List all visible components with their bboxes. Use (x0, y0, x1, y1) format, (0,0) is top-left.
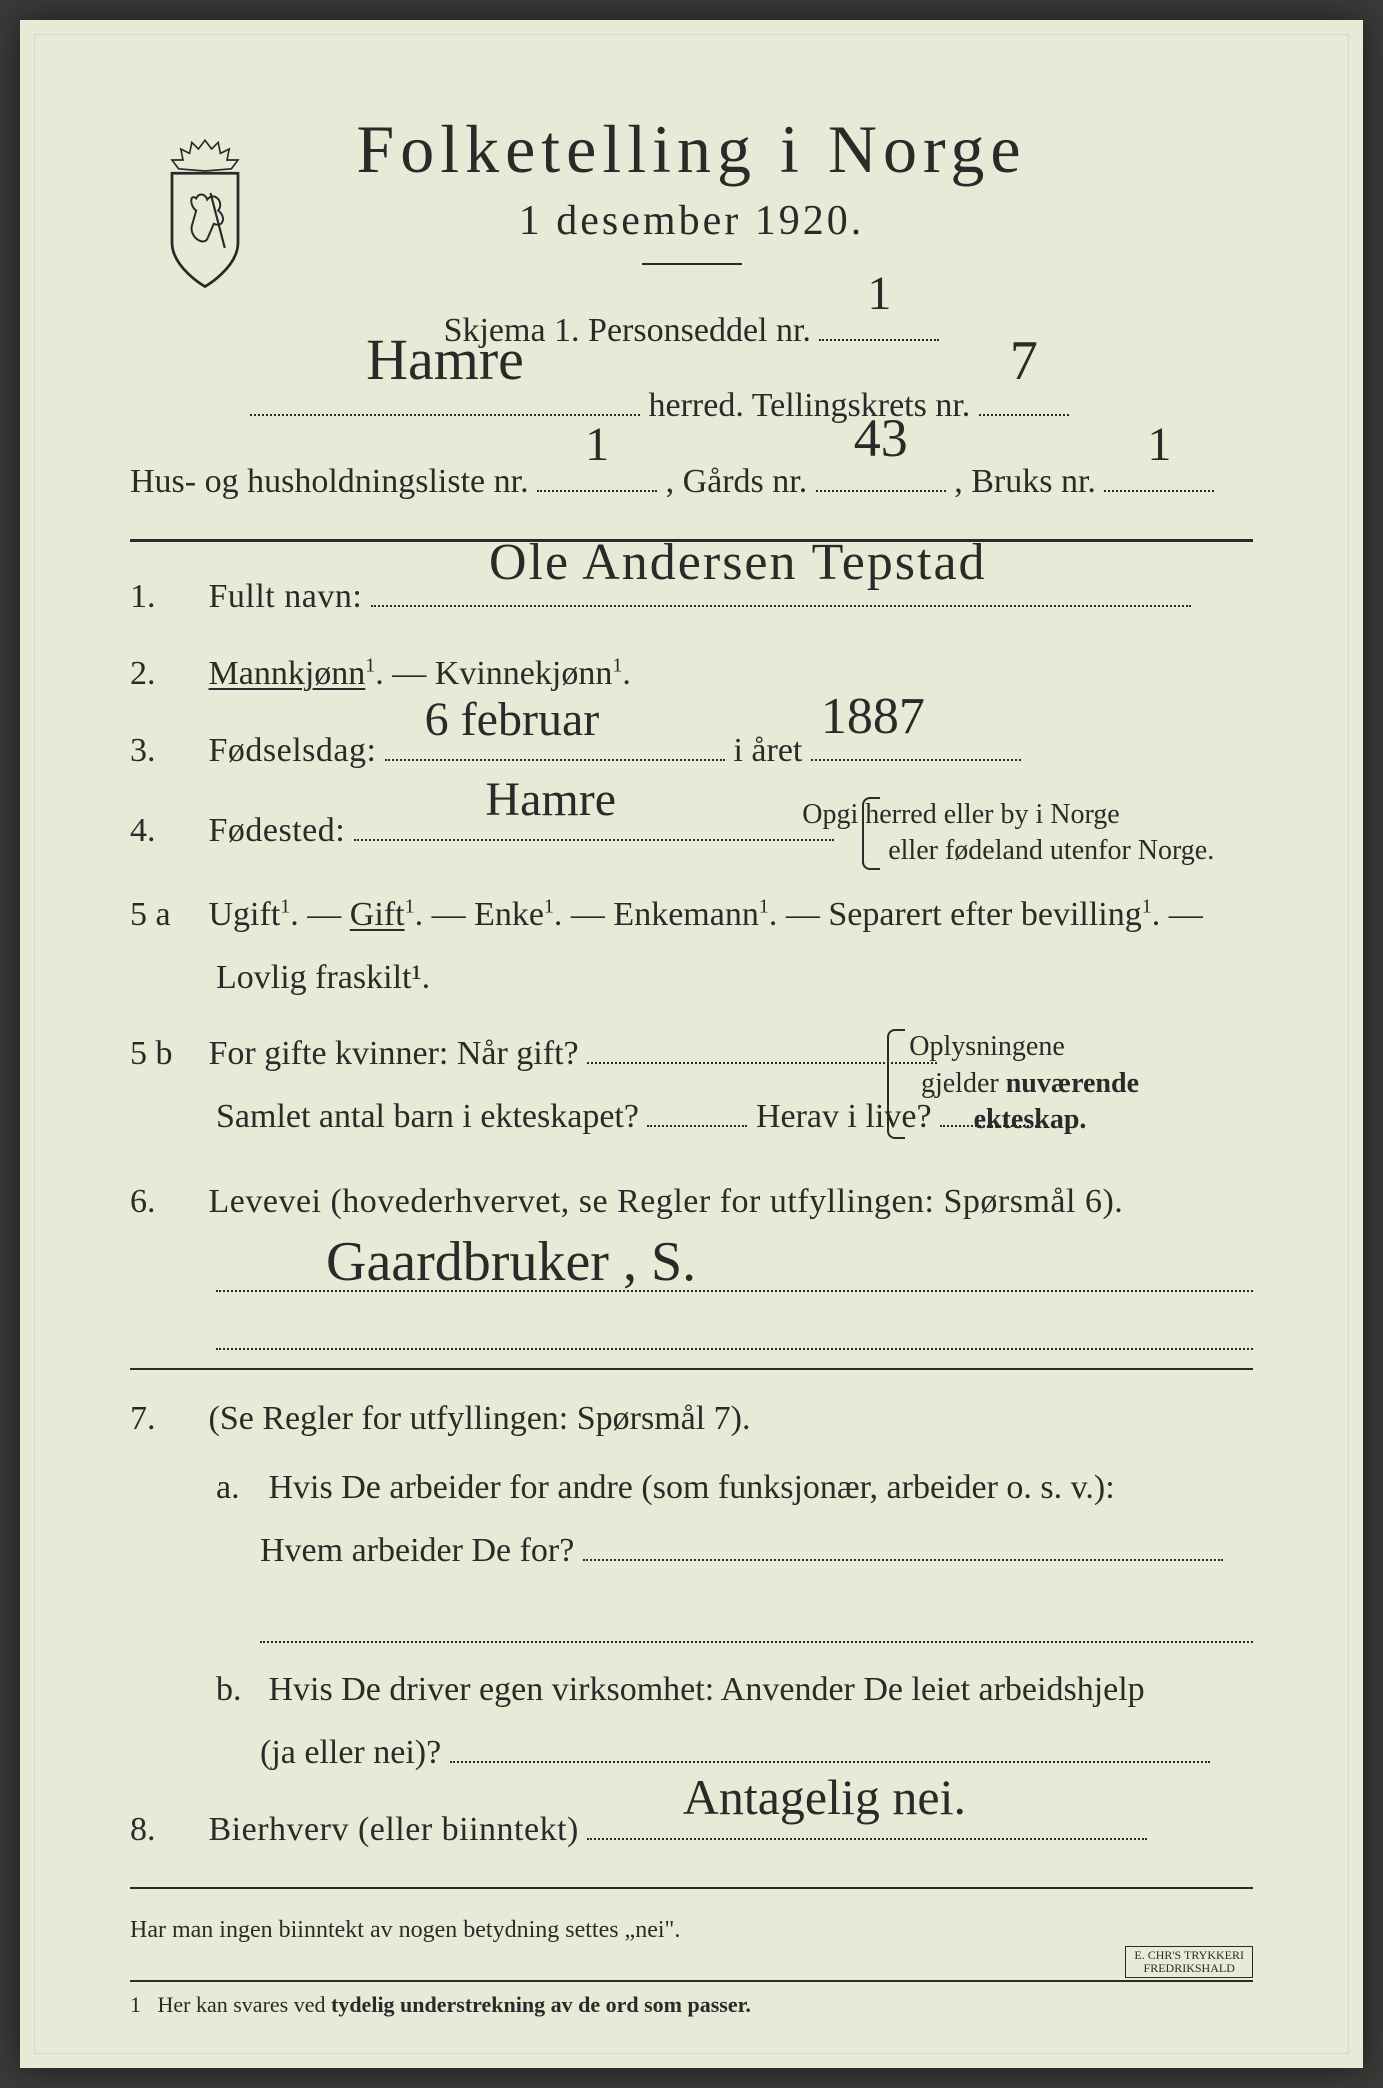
married-when-field (587, 1062, 937, 1064)
q2-tail: . (622, 655, 631, 692)
question-8: 8. Bierhverv (eller biinntekt) Antagelig… (130, 1799, 1253, 1862)
q5b-l2a: Samlet antal barn i ekteskapet? (216, 1098, 639, 1135)
question-5a: 5 a Ugift1. — Gift1. — Enke1. — Enkemann… (130, 884, 1253, 1010)
gards-field: 43 (816, 490, 946, 492)
children-total-field (647, 1125, 747, 1127)
q4-note-l2: eller fødeland utenfor Norge. (888, 835, 1214, 866)
birthplace-field: Hamre (354, 839, 834, 841)
dob-day-value: 6 februar (511, 676, 600, 765)
herred-value: Hamre (366, 299, 524, 421)
question-4: 4. Fødested: Hamre Opgi herred eller by … (130, 797, 1253, 870)
q2-male: Mannkjønn (209, 655, 366, 692)
q4-note: Opgi herred eller by i Norge eller fødel… (862, 797, 1232, 870)
herred-line: Hamre herred. Tellingskrets nr. 7 (130, 370, 1253, 441)
krets-field: 7 (979, 414, 1069, 416)
husliste-value: 1 (585, 395, 609, 496)
q4-num: 4. (130, 800, 200, 863)
q7b-l1: Hvis De driver egen virksomhet: Anvender… (269, 1671, 1145, 1708)
divider-2 (130, 1368, 1253, 1370)
name-field: Ole Andersen Tepstad (371, 605, 1191, 607)
question-7: 7. (Se Regler for utfyllingen: Spørsmål … (130, 1388, 1253, 1451)
footnote-nei: Har man ingen biinntekt av nogen betydni… (130, 1917, 1253, 1944)
title-underline (642, 263, 742, 265)
children-alive-field (940, 1125, 1040, 1127)
footnote-instruction: 1 Her kan svares ved tydelig understrekn… (130, 1980, 1253, 2018)
q5b-l1a: For gifte kvinner: Når gift? (209, 1035, 579, 1072)
q6-label: Levevei (hovederhvervet, se Regler for u… (209, 1183, 1124, 1220)
q5a-line2: Lovlig fraskilt¹. (216, 959, 430, 996)
question-1: 1. Fullt navn: Ole Andersen Tepstad (130, 566, 1253, 629)
q7-num: 7. (130, 1388, 200, 1451)
employer-field-2 (260, 1593, 1253, 1643)
q7a-l2: Hvem arbeider De for? (260, 1532, 574, 1569)
q2-sup1: 1 (365, 655, 375, 677)
printer-text: E. CHR'S TRYKKERI FREDRIKSHALD (1134, 1948, 1244, 1975)
q8-label: Bierhverv (eller biinntekt) (209, 1811, 579, 1848)
q4-label: Fødested: (209, 812, 346, 849)
skjema-line: Skjema 1. Personseddel nr. 1 (130, 295, 1253, 366)
personseddel-nr-value: 1 (867, 244, 891, 345)
q1-num: 1. (130, 566, 200, 629)
gards-value: 43 (854, 382, 908, 495)
form-subtitle: 1 desember 1920. (130, 197, 1253, 245)
hus-p1: Hus- og husholdningsliste nr. (130, 463, 529, 500)
secondary-occ-value: Antagelig nei. (769, 1751, 966, 1844)
herred-mid: herred. Tellingskrets nr. (649, 387, 979, 424)
q2-sup2: 1 (612, 655, 622, 677)
q8-num: 8. (130, 1799, 200, 1862)
occupation-field-2 (216, 1300, 1253, 1350)
q5b-note-l3: ekteskap. (974, 1104, 1087, 1135)
question-5b: 5 b For gifte kvinner: Når gift? Oplysni… (130, 1023, 1253, 1149)
form-header: Folketelling i Norge 1 desember 1920. (130, 110, 1253, 265)
question-6: 6. Levevei (hovederhvervet, se Regler fo… (130, 1171, 1253, 1234)
q5b-note-l1: Oplysningene (909, 1031, 1065, 1062)
question-3: 3. Fødselsdag: 6 februar i året 1887 (130, 720, 1253, 783)
q3-num: 3. (130, 720, 200, 783)
krets-value: 7 (1010, 303, 1038, 421)
q4-note-l1: Opgi herred eller by i Norge (802, 799, 1120, 830)
dob-year-field: 1887 (811, 759, 1021, 761)
q7a-letter: a. (216, 1457, 260, 1520)
q7b-l2: (ja eller nei)? (260, 1734, 441, 1771)
q5a-text: Ugift1. — Gift1. — Enke1. — Enkemann1. —… (209, 896, 1203, 933)
personseddel-nr-field: 1 (819, 339, 939, 341)
q3-mid: i året (733, 732, 810, 769)
divider-3 (130, 1887, 1253, 1889)
birthplace-value: Hamre (571, 756, 616, 845)
q2-num: 2. (130, 643, 200, 706)
hus-p3: , Bruks nr. (954, 463, 1096, 500)
q6-num: 6. (130, 1171, 200, 1234)
employer-field (583, 1559, 1223, 1561)
coat-of-arms-icon (150, 135, 260, 295)
q7b-letter: b. (216, 1659, 260, 1722)
husliste-field: 1 (537, 490, 657, 492)
bruks-field: 1 (1104, 490, 1214, 492)
herred-field: Hamre (250, 414, 640, 416)
q3-label: Fødselsdag: (209, 732, 377, 769)
occupation-field-1: Gaardbruker , S. (216, 1242, 1253, 1292)
q5b-note-l2: gjelder nuværende (921, 1068, 1139, 1099)
q5b-note: Oplysningene gjelder nuværende ekteskap. (973, 1029, 1253, 1138)
hus-p2: , Gårds nr. (666, 463, 808, 500)
name-value: Ole Andersen Tepstad (575, 515, 987, 611)
q5a-num: 5 a (130, 884, 200, 947)
secondary-occ-field: Antagelig nei. (587, 1838, 1147, 1840)
form-title: Folketelling i Norge (130, 110, 1253, 189)
dob-day-field: 6 februar (385, 759, 725, 761)
bruks-value: 1 (1147, 395, 1171, 496)
q5b-num: 5 b (130, 1023, 200, 1086)
occupation-value: Gaardbruker , S. (326, 1230, 696, 1294)
q7-intro: (Se Regler for utfyllingen: Spørsmål 7). (209, 1400, 751, 1437)
q7a-l1: Hvis De arbeider for andre (som funksjon… (269, 1469, 1115, 1506)
hus-line: Hus- og husholdningsliste nr. 1 , Gårds … (130, 446, 1253, 517)
census-form-page: Folketelling i Norge 1 desember 1920. Sk… (20, 20, 1363, 2068)
dob-year-value: 1887 (907, 669, 925, 765)
question-2: 2. Mannkjønn1. — Kvinnekjønn1. (130, 643, 1253, 706)
question-7a: a. Hvis De arbeider for andre (som funks… (130, 1457, 1253, 1583)
printer-mark: E. CHR'S TRYKKERI FREDRIKSHALD (1125, 1946, 1253, 1978)
q1-label: Fullt navn: (209, 578, 363, 615)
